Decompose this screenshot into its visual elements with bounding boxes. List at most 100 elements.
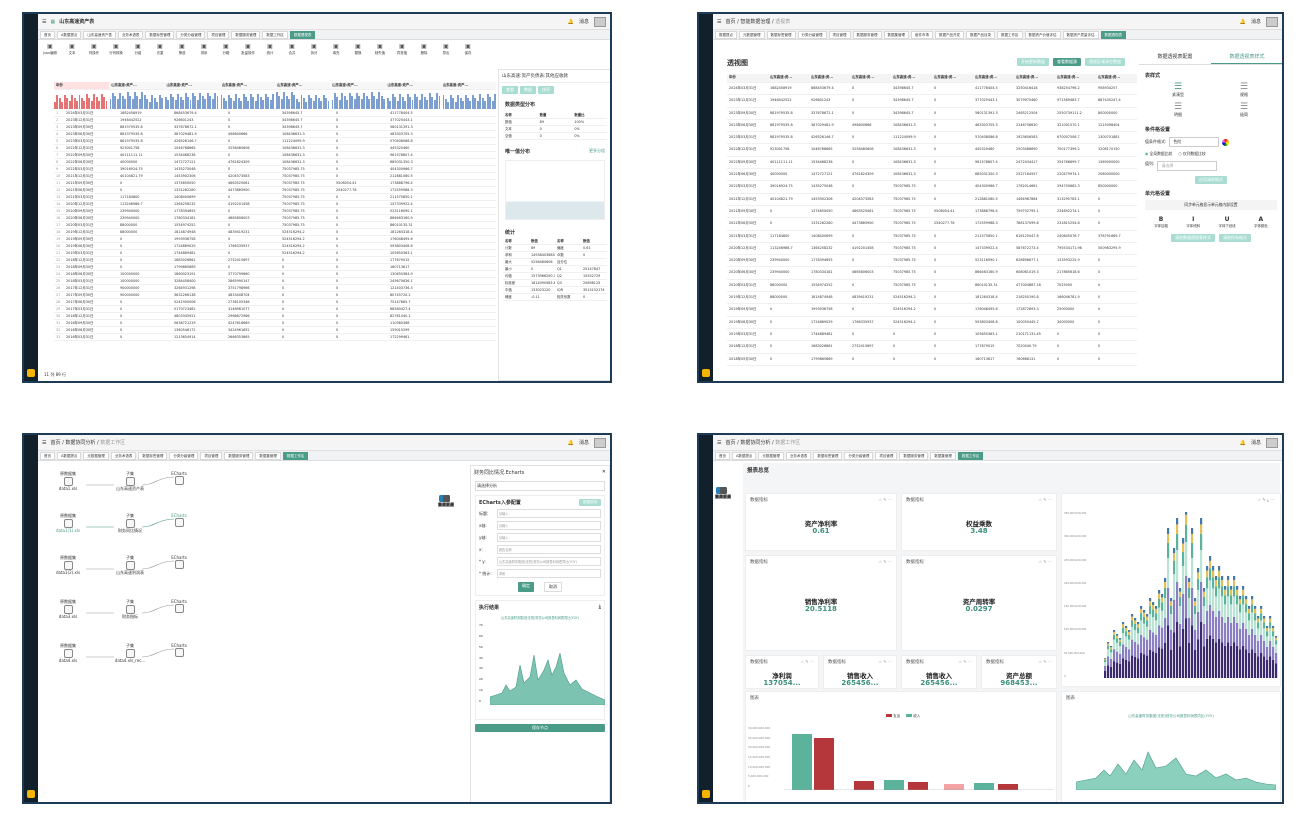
tool-button[interactable]: ▣ 列操作: [84, 43, 104, 77]
nav-tab[interactable]: 数据产品目录: [966, 31, 995, 39]
avatar[interactable]: [594, 16, 606, 27]
table-row[interactable]: 2 2023年12月31日 1946442522 926601243 0 34398645…: [54, 117, 496, 124]
menu-icon[interactable]: ☰: [42, 18, 47, 25]
nav-tab[interactable]: 数据提点: [715, 31, 737, 39]
tool-button[interactable]: ▣ 排序: [194, 43, 214, 77]
kpi-card[interactable]: 数据指标 ☆ ✎ ⋯ 销售净利率 20.5118: [745, 555, 897, 651]
breadcrumb-item[interactable]: 数据工作区: [775, 440, 801, 446]
table-style-option[interactable]: ☰ 明细: [1145, 102, 1211, 118]
table-row[interactable]: 12 2021年06月30日 0 1331262280 4473865900 750379…: [54, 187, 496, 194]
table-row[interactable]: 22 2018年12月31日 0 1683026861 2752415697 0 0 1776…: [54, 257, 496, 264]
settings-icon[interactable]: [702, 790, 710, 798]
echarts-node[interactable]: ECharts: [164, 513, 194, 527]
table-row[interactable]: 14 2020年12月31日 113246986.7 1364258232 419220…: [54, 201, 496, 208]
nav-tab[interactable]: 分类分级管理: [844, 452, 874, 460]
breadcrumb-item[interactable]: 透视表: [775, 19, 791, 25]
subset-node[interactable]: 子集 财务指标: [122, 599, 138, 619]
table-row[interactable]: 4 2023年06月30日 881979535.8 387029481.9 498600…: [54, 131, 496, 138]
nav-tab[interactable]: 组件市场: [911, 31, 933, 39]
nav-tab[interactable]: 数据工作区: [957, 452, 984, 460]
nav-tab[interactable]: 数据标签管理: [138, 452, 168, 460]
breadcrumb-item[interactable]: 首页: [725, 19, 736, 25]
nav-tab[interactable]: 数据标签管理: [766, 31, 796, 39]
table-row[interactable]: 31 2016年09月30日 0 5638721219 4247618669 0 0 1103…: [54, 320, 496, 327]
close-icon[interactable]: ✕: [601, 469, 606, 475]
pivot-action-button[interactable]: 开始更新数据: [1017, 58, 1049, 66]
kpi-card[interactable]: 数据指标 ☆ ✎ ⋯ 销售收入 265456...: [901, 655, 977, 689]
format-button[interactable]: U 字体下划线: [1218, 216, 1236, 228]
table-row[interactable]: 2020年09月30日 239940000 1778394655 0 75037985.…: [727, 255, 1137, 268]
column-header[interactable]: 山东高速:资产...: [332, 83, 358, 87]
notice-label[interactable]: 消息: [578, 19, 589, 25]
avatar[interactable]: [1266, 16, 1278, 27]
cfg-input[interactable]: 山东高速财务集团(沈阳)财务公司报表利润表同比(YOY): [497, 557, 601, 566]
source-node[interactable]: 原数据集 data1.xls: [50, 471, 86, 491]
table-row[interactable]: 2022年06月30日 40000000 1472727121 4761824309 1…: [727, 169, 1137, 182]
column-header[interactable]: 山东高速:资...: [811, 75, 834, 79]
table-row[interactable]: 15 2020年09月30日 239940000 1778394655 0 7503798…: [54, 208, 496, 215]
avatar[interactable]: [594, 437, 606, 448]
cond-select[interactable]: 色阶: [1169, 137, 1220, 147]
cancel-button[interactable]: 取消: [544, 582, 562, 592]
nav-tab[interactable]: 数据透视表: [1100, 31, 1126, 39]
tool-button[interactable]: ▣ 导出: [436, 43, 456, 77]
table-row[interactable]: 2021年09月30日 0 1374650050 4663525061 75037985…: [727, 206, 1137, 219]
clear-style-button[interactable]: 清除数据透视表样式: [1171, 234, 1215, 242]
column-header[interactable]: 山东高速:资...: [934, 75, 957, 79]
source-node[interactable]: 原数据集 data1(1).xls: [50, 513, 86, 533]
tool-button[interactable]: ▣ 替换: [348, 43, 368, 77]
table-row[interactable]: 32 2016年06月30日 0 1360546172 3424961652 0 0 1590…: [54, 327, 496, 334]
table-row[interactable]: 5 2023年03月31日 881979535.8 426526146.7 0 11122…: [54, 138, 496, 145]
nav-tab[interactable]: 元数据管理: [83, 452, 109, 460]
table-row[interactable]: 2019年03月31日 0 1744889481 0 0 0 105650363.1 2101…: [727, 329, 1137, 342]
dock-item[interactable]: 整理: [438, 495, 446, 508]
nav-tab[interactable]: 数据集管理: [930, 452, 956, 460]
menu-icon[interactable]: ☰: [717, 439, 722, 446]
table-style-option[interactable]: ☰ 极简: [1211, 102, 1277, 118]
breadcrumb-item[interactable]: 首页: [725, 440, 736, 446]
table-row[interactable]: 2019年06月30日 0 1724869029 1766335937 52451629…: [727, 317, 1137, 329]
echarts-node[interactable]: ECharts: [164, 643, 194, 657]
tool-button[interactable]: ▣ 去重: [150, 43, 170, 77]
table-row[interactable]: 2022年12月31日 923001758 1046768665 5256480606…: [727, 144, 1137, 157]
tool-button[interactable]: ▣ json编辑: [40, 43, 60, 77]
table-row[interactable]: 2024年03月31日 1682458919 868453679.4 0 3439864…: [727, 83, 1137, 96]
menu-icon[interactable]: ☰: [42, 439, 47, 446]
confirm-button[interactable]: 确定: [518, 582, 534, 592]
kpi-card[interactable]: 数据指标 ☆ ✎ ⋯ 权益乘数 3.48: [901, 493, 1057, 551]
radio-global[interactable]: ◉ 全局数据比较: [1145, 151, 1173, 156]
column-header[interactable]: 山东高速:资产...: [111, 83, 137, 87]
nav-tab[interactable]: 分类分级管理: [169, 452, 199, 460]
save-node-button[interactable]: 保存节点: [475, 724, 605, 732]
table-style-option[interactable]: ☰ 紧凑型: [1145, 82, 1211, 98]
nav-tab[interactable]: 数据资产质量评估: [1062, 31, 1099, 39]
tool-button[interactable]: ▣ 缺失值: [370, 43, 390, 77]
nav-tab[interactable]: 分类分级管理: [797, 31, 827, 39]
cfg-input[interactable]: 请输入: [497, 521, 601, 530]
avatar[interactable]: [1266, 437, 1278, 448]
table-row[interactable]: 2020年12月31日 113246986.7 1364258232 41922014…: [727, 243, 1137, 256]
nav-tab[interactable]: 项目管理: [875, 452, 898, 460]
table-style-option[interactable]: ☰ 规格: [1211, 82, 1277, 98]
source-node[interactable]: 原数据集 data1(2).xls: [50, 555, 86, 575]
cfg-doc-button[interactable]: 数据说明: [579, 499, 601, 506]
table-row[interactable]: 20 2019年06月30日 0 1724869029 1766335937 524516…: [54, 243, 496, 250]
nav-tab[interactable]: 业务术语表: [117, 31, 144, 39]
column-header[interactable]: 山东高速:资产...: [221, 83, 248, 87]
table-row[interactable]: 27 2017年09月30日 900000000 3632266138 48334087…: [54, 292, 496, 299]
table-row[interactable]: 2018年12月31日 0 1683026861 2752415697 0 0 177679…: [727, 341, 1137, 354]
nav-tab[interactable]: 数据工作区: [262, 31, 288, 39]
config-tab[interactable]: 数据透视表样式: [1211, 50, 1282, 64]
nav-tab[interactable]: 数据工作区: [282, 452, 309, 460]
nav-tab[interactable]: 项目管理: [200, 452, 223, 460]
breadcrumb-item[interactable]: 数据工作区: [100, 440, 126, 446]
chip-2[interactable]: 数据: [520, 86, 536, 94]
nav-tab[interactable]: 首页: [40, 452, 55, 460]
table-row[interactable]: 2023年03月31日 881979535.8 426526146.7 0 111224…: [727, 132, 1137, 145]
source-node[interactable]: 原数据集 data3.xls: [50, 599, 86, 619]
cfg-input[interactable]: 请输入: [497, 509, 601, 518]
table-row[interactable]: 2018年09月30日 0 1799865669 0 0 0 160713617 760666…: [727, 354, 1137, 366]
column-header[interactable]: 山东高速:资...: [852, 75, 875, 79]
table-row[interactable]: 18 2019年12月31日 88000000 1814874948 483941923…: [54, 229, 496, 236]
table-row[interactable]: 2023年09月30日 881979535.8 337678672.1 0 343986…: [727, 108, 1137, 120]
